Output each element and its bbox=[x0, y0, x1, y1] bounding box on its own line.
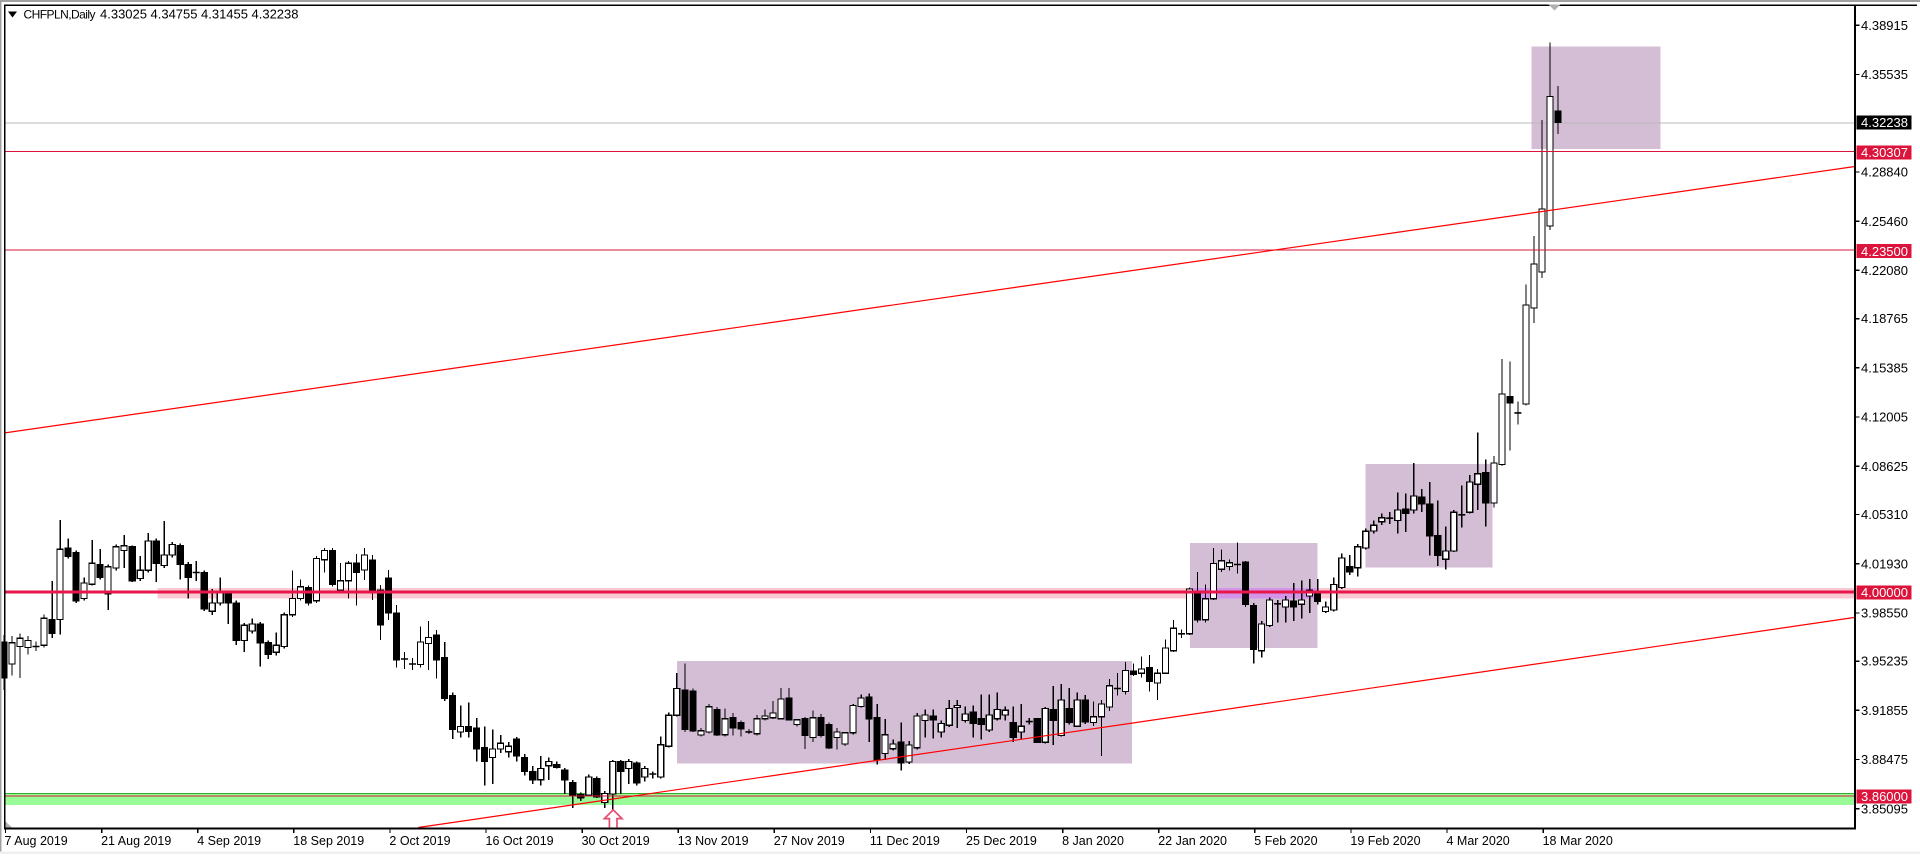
svg-text:3.98550: 3.98550 bbox=[1861, 606, 1908, 621]
svg-text:13 Nov 2019: 13 Nov 2019 bbox=[678, 834, 749, 848]
svg-text:4 Mar 2020: 4 Mar 2020 bbox=[1447, 834, 1510, 848]
svg-text:4.00000: 4.00000 bbox=[1861, 585, 1908, 600]
svg-text:4.32238: 4.32238 bbox=[252, 7, 299, 22]
svg-text:4.05310: 4.05310 bbox=[1861, 507, 1908, 522]
svg-text:4.34755: 4.34755 bbox=[151, 7, 198, 22]
svg-text:25 Dec 2019: 25 Dec 2019 bbox=[966, 834, 1037, 848]
svg-text:30 Oct 2019: 30 Oct 2019 bbox=[582, 834, 650, 848]
svg-text:22 Jan 2020: 22 Jan 2020 bbox=[1158, 834, 1227, 848]
svg-text:4.30307: 4.30307 bbox=[1861, 145, 1908, 160]
svg-text:4.25460: 4.25460 bbox=[1861, 214, 1908, 229]
svg-text:3.95235: 3.95235 bbox=[1861, 654, 1908, 669]
svg-text:4.28840: 4.28840 bbox=[1861, 165, 1908, 180]
svg-text:18 Sep 2019: 18 Sep 2019 bbox=[293, 834, 364, 848]
svg-text:4.38915: 4.38915 bbox=[1861, 18, 1908, 33]
svg-text:4.12005: 4.12005 bbox=[1861, 410, 1908, 425]
svg-text:4.33025: 4.33025 bbox=[100, 7, 147, 22]
svg-text:4.31455: 4.31455 bbox=[201, 7, 248, 22]
svg-text:8 Jan 2020: 8 Jan 2020 bbox=[1062, 834, 1124, 848]
svg-text:5 Feb 2020: 5 Feb 2020 bbox=[1254, 834, 1317, 848]
svg-text:18 Mar 2020: 18 Mar 2020 bbox=[1543, 834, 1613, 848]
svg-text:4.15385: 4.15385 bbox=[1861, 360, 1908, 375]
svg-text:3.88475: 3.88475 bbox=[1861, 752, 1908, 767]
svg-text:16 Oct 2019: 16 Oct 2019 bbox=[486, 834, 554, 848]
svg-text:3.85095: 3.85095 bbox=[1861, 801, 1908, 816]
svg-text:4.23500: 4.23500 bbox=[1861, 244, 1908, 259]
svg-text:4.22080: 4.22080 bbox=[1861, 263, 1908, 278]
svg-text:3.91855: 3.91855 bbox=[1861, 703, 1908, 718]
svg-text:27 Nov 2019: 27 Nov 2019 bbox=[774, 834, 845, 848]
svg-text:4.08625: 4.08625 bbox=[1861, 459, 1908, 474]
svg-text:11 Dec 2019: 11 Dec 2019 bbox=[870, 834, 940, 848]
svg-text:4.18765: 4.18765 bbox=[1861, 311, 1908, 326]
svg-text:2 Oct 2019: 2 Oct 2019 bbox=[389, 834, 450, 848]
svg-text:7 Aug 2019: 7 Aug 2019 bbox=[5, 834, 68, 848]
svg-text:3.86000: 3.86000 bbox=[1861, 789, 1908, 804]
svg-text:CHFPLN,Daily: CHFPLN,Daily bbox=[24, 8, 96, 22]
svg-text:4.32238: 4.32238 bbox=[1861, 115, 1908, 130]
svg-text:4.01930: 4.01930 bbox=[1861, 556, 1908, 571]
svg-text:19 Feb 2020: 19 Feb 2020 bbox=[1350, 834, 1420, 848]
svg-text:21 Aug 2019: 21 Aug 2019 bbox=[101, 834, 171, 848]
svg-text:4.35535: 4.35535 bbox=[1861, 67, 1908, 82]
svg-text:4 Sep 2019: 4 Sep 2019 bbox=[197, 834, 261, 848]
